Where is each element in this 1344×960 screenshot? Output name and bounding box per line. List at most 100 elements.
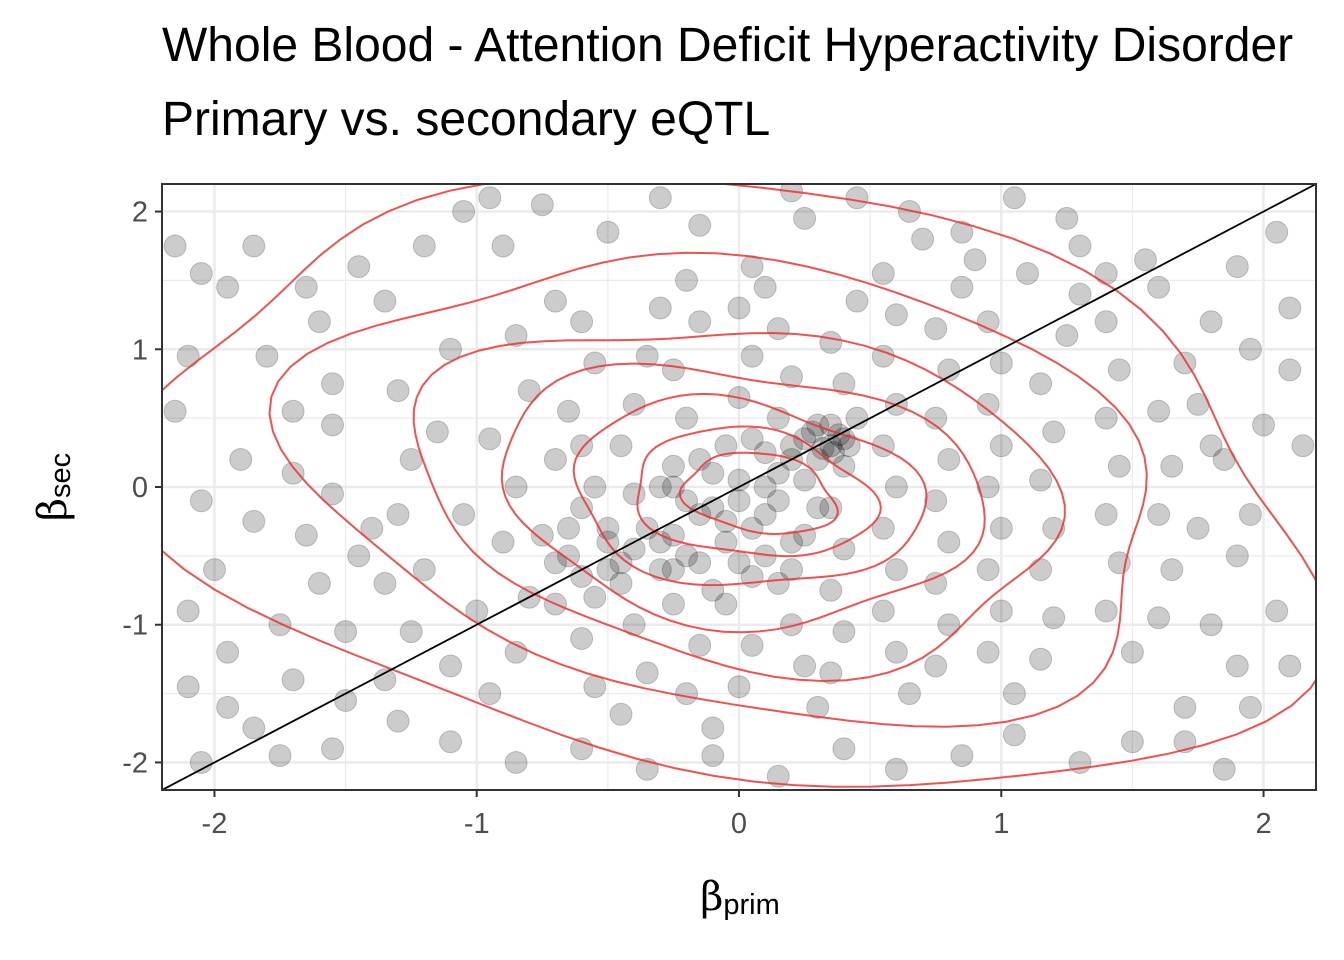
data-point [661,475,685,499]
data-point [937,448,961,471]
data-point [1225,544,1249,568]
data-point [242,509,266,533]
data-point [806,413,830,437]
data-point [635,661,659,685]
data-point [412,558,436,582]
data-point [386,379,410,403]
data-point [163,234,187,258]
data-point [648,558,672,582]
data-point [1199,434,1223,458]
data-point [780,613,803,637]
density-contour [678,451,839,536]
data-point [622,537,646,561]
x-axis-title-subscript: prim [723,889,779,921]
data-point [793,654,817,678]
y-tick-label: 2 [132,197,148,229]
data-point [1265,599,1289,623]
data-point [832,737,856,761]
data-point [845,186,869,210]
data-point [1265,220,1289,244]
data-point [530,193,554,217]
data-point [937,530,961,554]
data-point [871,516,895,540]
data-point [871,262,895,285]
data-point [622,392,646,416]
data-point [242,716,266,740]
data-point [412,234,436,258]
data-point [793,523,817,547]
y-tick-label: -2 [122,747,148,779]
data-point [334,620,358,644]
data-point [609,571,633,595]
data-point [1016,262,1039,285]
x-axis-title: βprim [700,874,780,921]
data-point [675,406,698,430]
data-point [478,186,502,210]
data-point [648,475,672,499]
data-point [871,599,895,623]
data-point [635,344,659,368]
data-point [1094,406,1118,430]
data-point [1094,262,1118,285]
data-point [884,640,908,664]
data-point [543,551,567,575]
data-point [543,448,567,471]
y-axis-title-symbol: β [30,498,76,521]
data-point [1278,296,1302,320]
data-point [189,489,213,513]
data-point [950,220,974,244]
data-point [347,544,371,568]
data-point [1029,558,1053,582]
data-point [924,489,948,513]
data-point [1238,695,1262,719]
data-point [1278,654,1302,678]
data-point [321,482,344,506]
data-point [661,592,685,616]
data-point [780,558,803,582]
data-point [1225,654,1249,678]
data-point [281,399,305,423]
data-point [675,544,698,568]
data-point [1042,420,1066,444]
data-point [491,530,515,554]
data-point [242,234,266,258]
data-point [557,544,580,568]
data-point [622,482,646,506]
data-point [439,337,462,361]
data-point [570,434,594,458]
data-point [609,434,633,458]
data-point [583,475,607,499]
data-point [452,200,476,223]
data-point [819,434,843,458]
identity-line [162,184,1316,790]
data-point [701,744,725,768]
data-point [176,599,200,623]
data-point [1212,757,1236,781]
y-tick-label: 0 [132,472,148,504]
data-point [1107,358,1131,382]
x-axis-ticks: -2 -1 0 1 2 [202,790,1272,840]
data-point [989,599,1013,623]
data-point [1225,255,1249,279]
data-point [360,516,384,540]
y-axis-title: βsec [30,453,77,521]
data-point [989,351,1013,375]
data-point [753,275,777,299]
data-point [989,516,1013,540]
data-point [281,461,305,485]
data-point [924,317,948,341]
data-point [583,351,607,375]
data-point [1199,310,1223,334]
x-tick-label: -2 [202,808,228,840]
data-point [1094,503,1118,526]
data-point [347,255,371,279]
data-point [1147,503,1171,526]
data-point [648,186,672,210]
data-point [989,434,1013,458]
data-point [1068,282,1092,306]
data-point [661,558,685,582]
data-point [268,744,292,768]
data-point [176,675,200,699]
data-point [701,578,725,602]
data-point [821,441,845,465]
